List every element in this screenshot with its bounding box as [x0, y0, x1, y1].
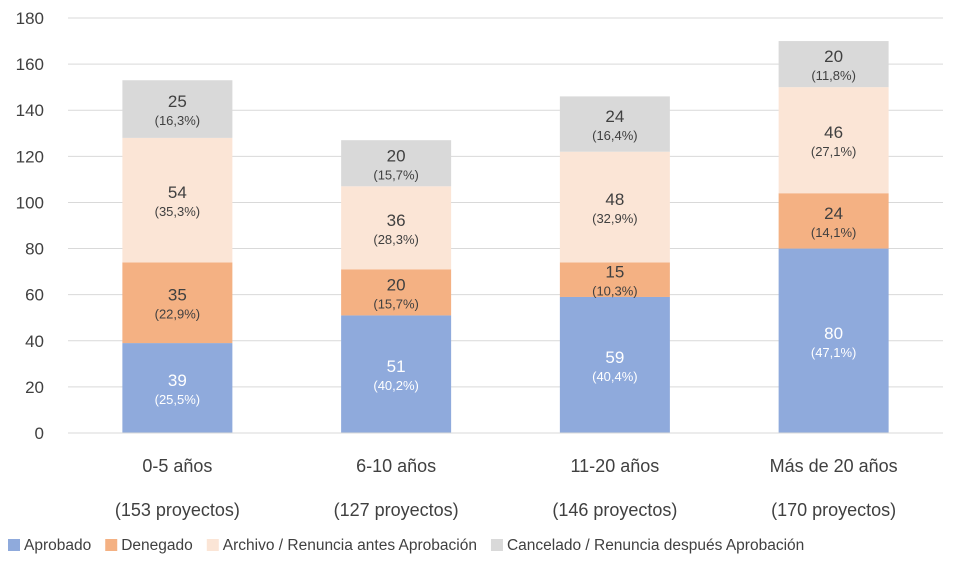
legend-swatch	[206, 539, 219, 551]
legend-label: Denegado	[121, 537, 193, 554]
y-tick-label: 100	[16, 193, 44, 212]
axis-layer: 0 20 40 60 80 100 120 140 160 180 0-5 años (153 pro…	[16, 9, 943, 520]
data-value-label: 20	[824, 47, 843, 66]
data-value-label: 80	[824, 324, 843, 343]
bar-segment	[341, 186, 452, 270]
bar-segment	[778, 248, 889, 433]
data-percent-label: (11,8%)	[811, 68, 856, 83]
x-category-sublabel: (146 proyectos)	[552, 500, 677, 520]
data-percent-label: (47,1%)	[811, 345, 857, 360]
data-value-label: 39	[168, 371, 187, 390]
legend: Aprobado Denegado Archivo / Renuncia antes…	[8, 537, 804, 554]
bar-segment	[122, 343, 233, 433]
legend-label: Cancelado / Renuncia después Aprobación	[507, 537, 804, 554]
data-percent-label: (14,1%)	[811, 225, 857, 240]
bar-segment	[778, 87, 889, 194]
bar-segment	[778, 41, 889, 88]
y-tick-label: 60	[25, 286, 44, 305]
bar-segment	[559, 262, 670, 297]
x-category-sublabel: (127 proyectos)	[334, 500, 459, 520]
data-percent-label: (27,1%)	[811, 144, 857, 159]
y-tick-label: 20	[25, 378, 44, 397]
data-percent-label: (16,4%)	[592, 128, 638, 143]
bar-segment	[122, 80, 233, 138]
legend-swatch	[8, 539, 20, 551]
bar-segment	[341, 269, 452, 316]
bar-segment	[341, 315, 452, 433]
bar-segment	[559, 151, 670, 263]
x-category-sublabel: (153 proyectos)	[115, 500, 240, 520]
data-value-label: 24	[605, 107, 624, 126]
y-tick-label: 140	[16, 101, 44, 120]
data-percent-label: (32,9%)	[592, 211, 638, 226]
data-value-label: 54	[168, 183, 187, 202]
y-tick-label: 180	[16, 9, 44, 28]
y-tick-label: 0	[35, 424, 44, 443]
data-percent-label: (15,7%)	[373, 296, 419, 311]
y-tick-label: 160	[16, 55, 44, 74]
x-category-label: 0-5 años	[142, 456, 212, 476]
legend-label: Archivo / Renuncia antes Aprobación	[223, 537, 477, 554]
data-label-layer: 39 (25,5%) 35 (22,9%) 54 (35,3%) 25 (16,3%) 51 (4…	[155, 47, 857, 407]
data-percent-label: (40,2%)	[373, 378, 419, 393]
data-value-label: 51	[387, 357, 406, 376]
data-value-label: 24	[824, 204, 843, 223]
bar-segment	[559, 96, 670, 152]
x-category-sublabel: (170 proyectos)	[771, 500, 896, 520]
bar-segment	[122, 137, 233, 263]
data-value-label: 59	[605, 348, 624, 367]
data-percent-label: (28,3%)	[373, 232, 419, 247]
x-category-label: Más de 20 años	[770, 456, 898, 476]
bar-segment	[122, 262, 233, 344]
x-category-label: 11-20 años	[571, 456, 660, 476]
data-percent-label: (40,4%)	[592, 369, 638, 384]
bar-segment	[341, 140, 452, 187]
data-value-label: 15	[605, 263, 624, 282]
data-value-label: 20	[387, 275, 406, 294]
data-value-label: 25	[168, 92, 187, 111]
legend-swatch	[105, 539, 118, 551]
bar-segment	[559, 296, 670, 433]
data-value-label: 36	[387, 211, 406, 230]
legend-swatch	[490, 539, 503, 551]
y-tick-label: 120	[16, 147, 44, 166]
data-percent-label: (15,7%)	[373, 167, 419, 182]
data-percent-label: (25,5%)	[155, 392, 201, 407]
bar-layer	[122, 41, 889, 433]
data-value-label: 46	[824, 123, 843, 142]
data-value-label: 48	[605, 190, 624, 209]
x-category-label: 6-10 años	[356, 456, 436, 476]
bar-segment	[778, 193, 889, 249]
data-value-label: 20	[387, 146, 406, 165]
data-percent-label: (10,3%)	[592, 284, 638, 299]
y-tick-label: 80	[25, 240, 44, 259]
data-value-label: 35	[168, 286, 187, 305]
data-percent-label: (16,3%)	[155, 113, 201, 128]
legend-label: Aprobado	[24, 537, 91, 554]
data-percent-label: (35,3%)	[155, 204, 201, 219]
data-percent-label: (22,9%)	[155, 307, 201, 322]
y-tick-label: 40	[25, 332, 44, 351]
